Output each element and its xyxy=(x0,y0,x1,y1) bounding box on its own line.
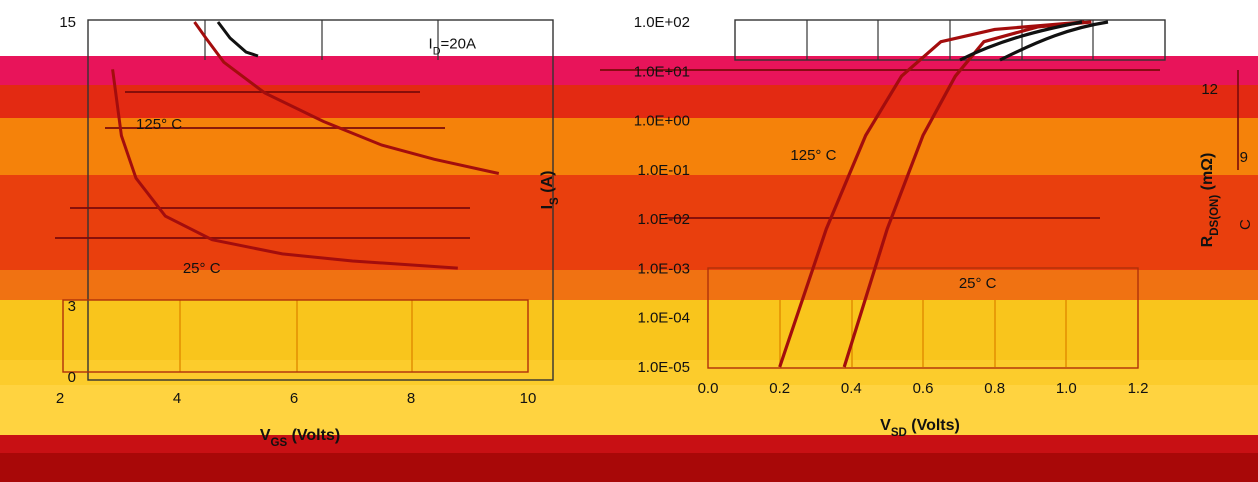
annotation-b-0: 125° C xyxy=(790,147,836,164)
curve-b-0 xyxy=(778,20,1085,368)
xlabel-b: VSD (Volts) xyxy=(880,417,960,439)
ytick-b-3: 1.0E-01 xyxy=(637,162,690,179)
ytick-partial-0: 12 xyxy=(1201,81,1218,98)
curve-b-tip-0 xyxy=(959,20,1083,62)
ytick-a-2: 0 xyxy=(68,369,76,386)
xtick-b-4: 0.8 xyxy=(984,380,1005,397)
xtick-b-6: 1.2 xyxy=(1128,380,1149,397)
xtick-b-1: 0.2 xyxy=(769,380,790,397)
xtick-b-2: 0.4 xyxy=(841,380,862,397)
band-10 xyxy=(0,453,1258,482)
band-6 xyxy=(0,300,1258,360)
plot-frame-a-low xyxy=(62,299,529,373)
partial-chart-right: RDS(ON) (mΩ) 12 9 C xyxy=(1199,70,1254,247)
ytick-b-0: 1.0E+02 xyxy=(634,14,690,31)
curve-b-tip-1 xyxy=(999,20,1109,62)
curve-a-0 xyxy=(193,21,500,175)
xtick-b-0: 0.0 xyxy=(698,380,719,397)
band-top-white xyxy=(0,0,1258,56)
ytick-partial-1: 9 xyxy=(1240,149,1248,166)
ytick-b-5: 1.0E-03 xyxy=(637,260,690,277)
xtick-a-3: 8 xyxy=(407,390,415,407)
curve-b-1 xyxy=(842,20,1092,368)
xtick-b-5: 1.0 xyxy=(1056,380,1077,397)
ytick-b-2: 1.0E+00 xyxy=(634,113,690,130)
ytick-a-0: 15 xyxy=(59,14,76,31)
band-3 xyxy=(0,118,1258,175)
xlabel-a: VGS (Volts) xyxy=(260,427,340,449)
ylabel-partial: RDS(ON) (mΩ) xyxy=(1199,153,1221,248)
ytick-a-1: 3 xyxy=(68,298,76,315)
xtick-a-2: 6 xyxy=(290,390,298,407)
band-4 xyxy=(0,175,1258,270)
band-8 xyxy=(0,385,1258,435)
ytick-b-6: 1.0E-04 xyxy=(637,310,690,327)
plot-frame-b-low xyxy=(707,267,1139,369)
ytick-b-7: 1.0E-05 xyxy=(637,359,690,376)
xtick-a-1: 4 xyxy=(173,390,181,407)
ylabel-b: IS (A) xyxy=(539,171,561,210)
ytick-b-1: 1.0E+01 xyxy=(634,63,690,80)
xtick-a-0: 2 xyxy=(56,390,64,407)
chart-vsd: 1.0E+02 1.0E+01 1.0E+00 1.0E-01 1.0E-02 1.0E-… xyxy=(539,14,1166,439)
edge-glyph: C xyxy=(1237,219,1254,230)
curve-a-1 xyxy=(111,69,458,270)
ytick-b-4: 1.0E-02 xyxy=(637,211,690,228)
band-5 xyxy=(0,270,1258,300)
xtick-b-3: 0.6 xyxy=(913,380,934,397)
band-2 xyxy=(0,85,1258,118)
annotation-a-0: ID=20A xyxy=(429,35,476,57)
curve-a-tip xyxy=(216,21,259,58)
band-9 xyxy=(0,435,1258,453)
chart-vgs: 15 3 02 4 6 8 10 VGS (Volts) ID=20A 125° C 25° C xyxy=(55,14,554,449)
plot-frame-a xyxy=(87,19,554,381)
annotation-a-1: 125° C xyxy=(136,116,182,133)
annotation-b-1: 25° C xyxy=(959,275,997,292)
xtick-a-4: 10 xyxy=(520,390,537,407)
annotation-a-2: 25° C xyxy=(183,260,221,277)
